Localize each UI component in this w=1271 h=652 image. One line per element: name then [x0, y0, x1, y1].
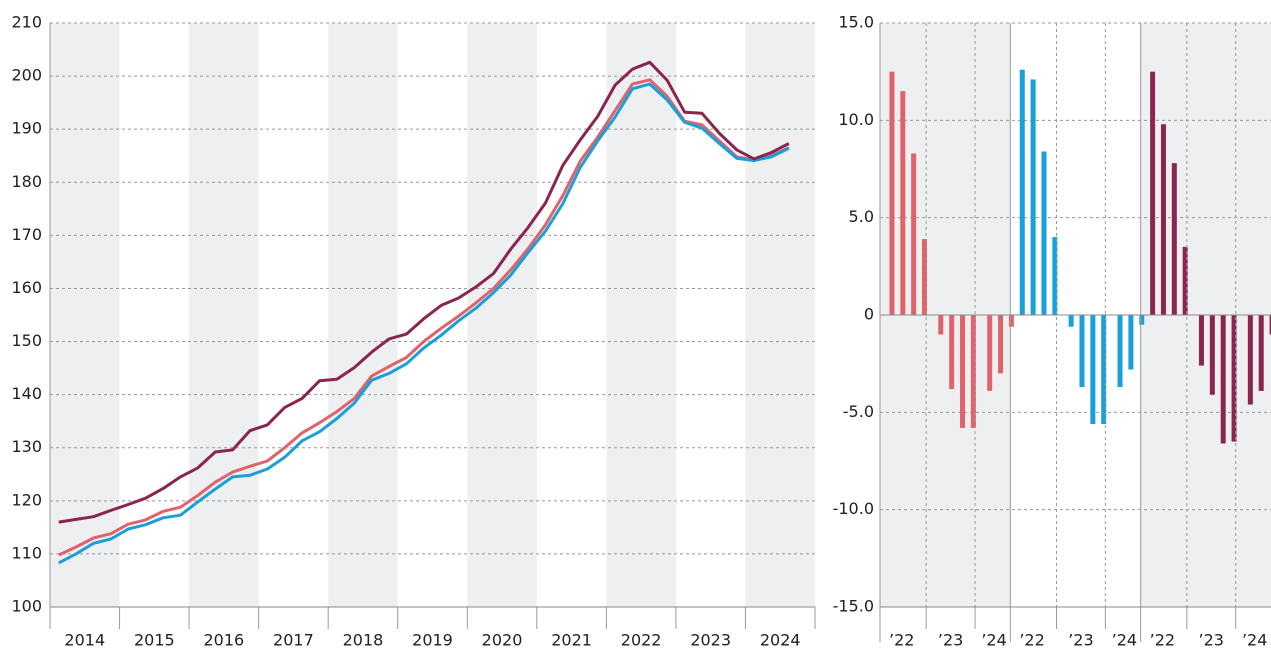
band: [745, 23, 815, 607]
line: [58, 60, 790, 524]
y-tick-label: 160: [11, 278, 42, 297]
bar: [1258, 315, 1264, 391]
x-tick-label: 2021: [551, 631, 592, 650]
band: [328, 23, 398, 607]
x-tick-label: 2014: [64, 631, 105, 650]
bar: [938, 315, 944, 335]
bar: [1269, 315, 1271, 335]
bar: [1079, 315, 1085, 388]
bar: [1068, 315, 1074, 327]
y-tick-label: -15.0: [833, 597, 874, 616]
bar: [1198, 315, 1204, 366]
bar: [1008, 315, 1014, 327]
bar: [911, 153, 917, 315]
x-tick-label: 2023: [690, 631, 731, 650]
x-tick-label: 2015: [134, 631, 175, 650]
x-tick-label: ’22: [889, 631, 914, 650]
bar: [1231, 315, 1237, 442]
bar: [1139, 315, 1145, 325]
y-tick-label: 0: [864, 305, 874, 324]
band: [50, 23, 120, 607]
x-tick-label: 2019: [412, 631, 453, 650]
bar: [960, 315, 966, 428]
bar: [949, 315, 955, 389]
y-tick-label: 200: [11, 66, 42, 85]
bar: [1019, 69, 1025, 315]
bar: [889, 71, 895, 316]
y-tick-label: 100: [11, 597, 42, 616]
bar: [1117, 315, 1123, 388]
bar: [998, 315, 1004, 374]
bar: [900, 91, 906, 315]
x-tick-label: ’24: [981, 631, 1006, 650]
x-tick-label: 2022: [621, 631, 662, 650]
bar: [1150, 71, 1156, 316]
bar: [1220, 315, 1226, 444]
x-tick-label: ’22: [1019, 631, 1044, 650]
bar: [970, 315, 976, 428]
y-tick-label: 210: [11, 13, 42, 32]
x-tick-label: 2024: [760, 631, 801, 650]
x-tick-label: ’24: [1242, 631, 1267, 650]
bar: [1182, 246, 1188, 315]
y-tick-label: 130: [11, 437, 42, 456]
bar: [1052, 237, 1058, 315]
x-tick-label: ’24: [1112, 631, 1137, 650]
bar: [1160, 124, 1166, 315]
bar: [1128, 315, 1134, 370]
bar: [1101, 315, 1107, 425]
y-tick-label: 150: [11, 331, 42, 350]
y-tick-label: 170: [11, 225, 42, 244]
x-tick-label: ’22: [1150, 631, 1175, 650]
bar: [1209, 315, 1215, 395]
y-tick-label: 110: [11, 543, 42, 562]
y-tick-label: 10.0: [838, 110, 874, 129]
x-tick-label: ’23: [938, 631, 963, 650]
y-tick-label: 5.0: [849, 207, 874, 226]
x-tick-label: ’23: [1068, 631, 1093, 650]
bar: [1030, 79, 1036, 315]
bar: [1090, 315, 1096, 425]
x-tick-label: ’23: [1199, 631, 1224, 650]
x-tick-label: 2018: [343, 631, 384, 650]
y-tick-label: 15.0: [838, 13, 874, 32]
line: [58, 82, 790, 565]
y-tick-label: 190: [11, 119, 42, 138]
bar: [1247, 315, 1253, 405]
band: [467, 23, 537, 607]
y-tick-label: 140: [11, 384, 42, 403]
line: [58, 78, 790, 557]
bar: [1041, 151, 1047, 315]
y-tick-label: -10.0: [833, 499, 874, 518]
y-tick-label: 180: [11, 172, 42, 191]
bar: [1171, 163, 1177, 315]
x-tick-label: 2016: [204, 631, 245, 650]
bar: [987, 315, 993, 391]
y-tick-label: -5.0: [843, 402, 874, 421]
x-tick-label: 2020: [482, 631, 523, 650]
bar: [922, 239, 928, 315]
x-tick-label: 2017: [273, 631, 314, 650]
y-tick-label: 120: [11, 490, 42, 509]
band: [189, 23, 259, 607]
band: [606, 23, 676, 607]
